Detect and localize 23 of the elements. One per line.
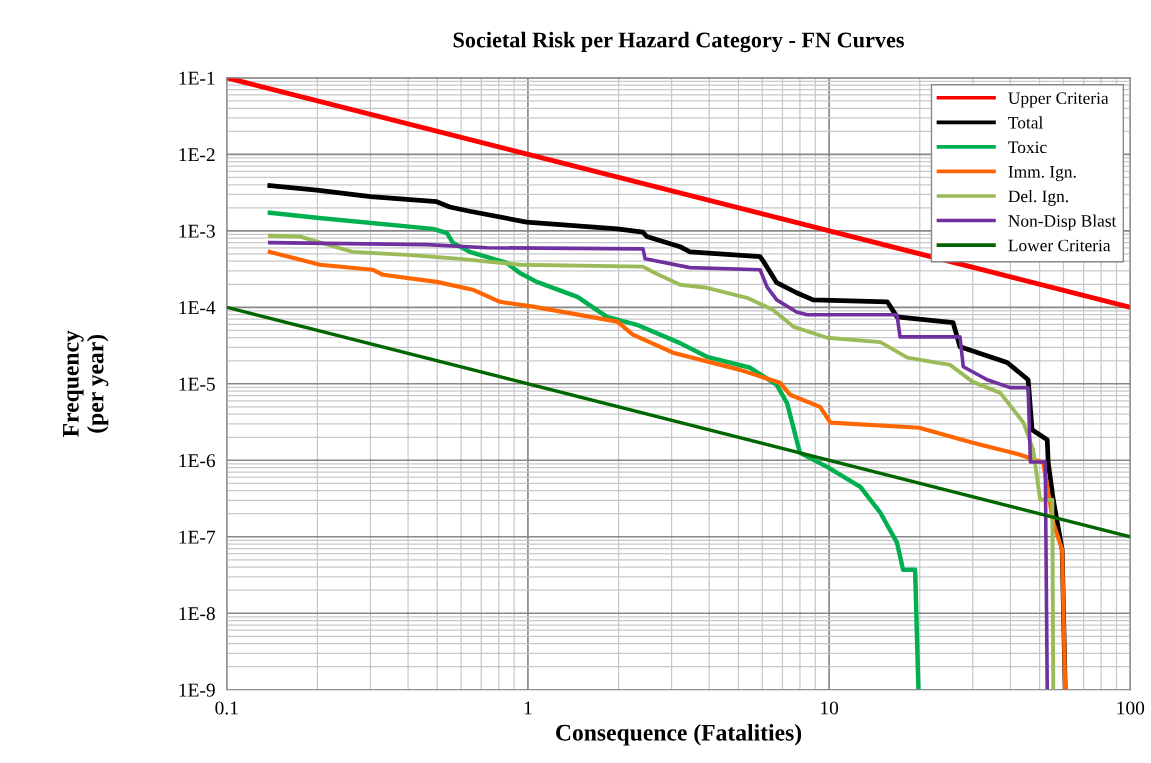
legend-label: Lower Criteria	[1008, 239, 1111, 252]
y-axis-title: Frequency (per year)	[63, 330, 109, 437]
y-tick-label: 1E-3	[179, 224, 215, 238]
y-tick-label: 1E-2	[179, 148, 215, 162]
x-axis-title: Consequence (Fatalities)	[556, 724, 802, 746]
x-tick-label: 10	[821, 701, 839, 715]
y-tick-label: 1E-7	[179, 530, 216, 544]
legend-label: Non-Disp Blast	[1008, 214, 1117, 231]
x-tick-label: 1	[524, 701, 532, 715]
y-tick-label: 1E-5	[179, 377, 215, 391]
y-tick-label: 1E-1	[179, 71, 215, 85]
legend-label: Toxic	[1008, 141, 1047, 154]
legend-label: Del. Ign.	[1008, 189, 1068, 206]
y-tick-label: 1E-9	[179, 683, 215, 697]
chart-title: Societal Risk per Hazard Category - FN Curves	[453, 31, 904, 53]
y-tick-label: 1E-4	[179, 301, 216, 315]
legend-label: Total	[1008, 116, 1043, 129]
y-tick-label: 1E-6	[179, 454, 216, 468]
y-tick-label: 1E-8	[179, 607, 215, 621]
x-tick-label: 0.1	[215, 701, 238, 715]
x-tick-label: 100	[1117, 701, 1145, 715]
legend-label: Upper Criteria	[1008, 92, 1109, 108]
legend-label: Imm. Ign.	[1008, 166, 1076, 182]
